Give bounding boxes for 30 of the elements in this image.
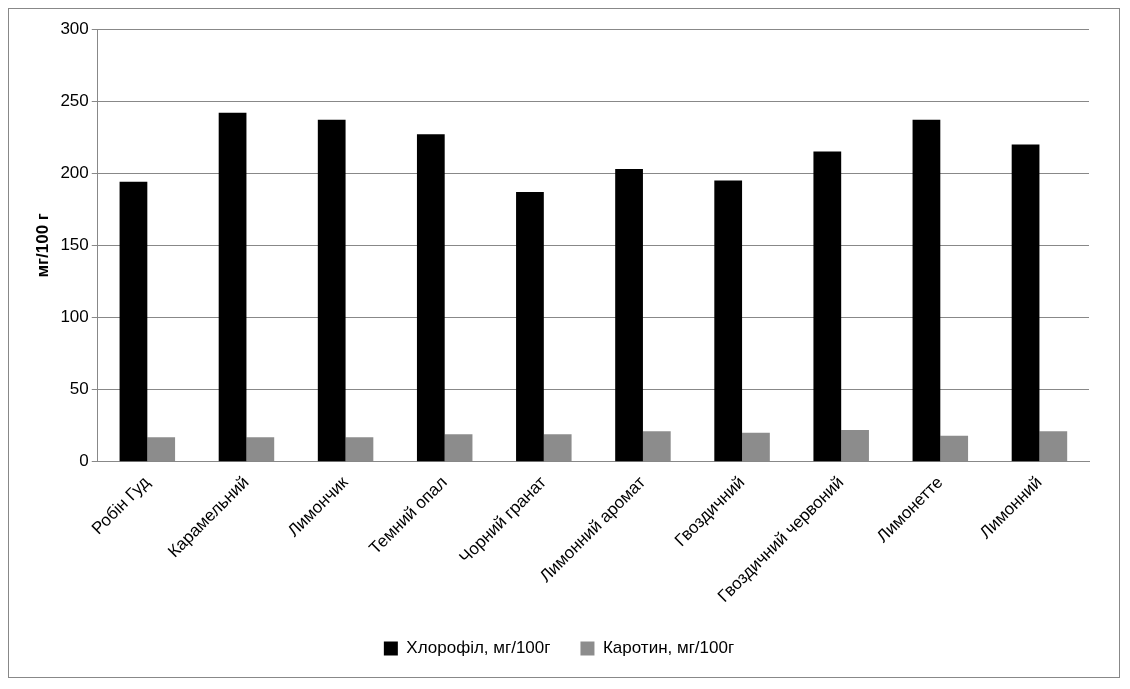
y-tick-label: 0 — [79, 451, 89, 471]
bar — [912, 119, 941, 462]
bar — [642, 431, 671, 462]
bar — [345, 437, 374, 462]
bar — [841, 429, 869, 462]
bar — [119, 181, 148, 462]
bar — [1039, 431, 1068, 462]
bar — [1011, 144, 1040, 462]
bar — [416, 134, 445, 462]
y-axis-title: мг/100 г — [32, 213, 52, 278]
bar — [742, 432, 770, 462]
bar — [543, 434, 572, 462]
bar — [813, 151, 842, 462]
bar — [317, 119, 346, 462]
bar — [218, 112, 247, 462]
y-tick-label: 100 — [60, 307, 89, 327]
bar — [516, 191, 544, 462]
y-tick-label: 200 — [60, 162, 89, 182]
legend-label: Хлорофіл, мг/100г — [406, 638, 551, 658]
y-tick-label: 50 — [69, 379, 89, 399]
bar — [940, 435, 969, 462]
y-tick-label: 300 — [60, 18, 89, 38]
legend-label: Каротин, мг/100г — [602, 638, 735, 658]
bar — [444, 434, 473, 462]
bar — [147, 437, 176, 462]
y-tick-label: 250 — [60, 90, 89, 110]
y-tick-label: 150 — [60, 235, 89, 255]
bar — [246, 437, 275, 462]
bar — [615, 168, 643, 462]
bar — [714, 180, 743, 462]
